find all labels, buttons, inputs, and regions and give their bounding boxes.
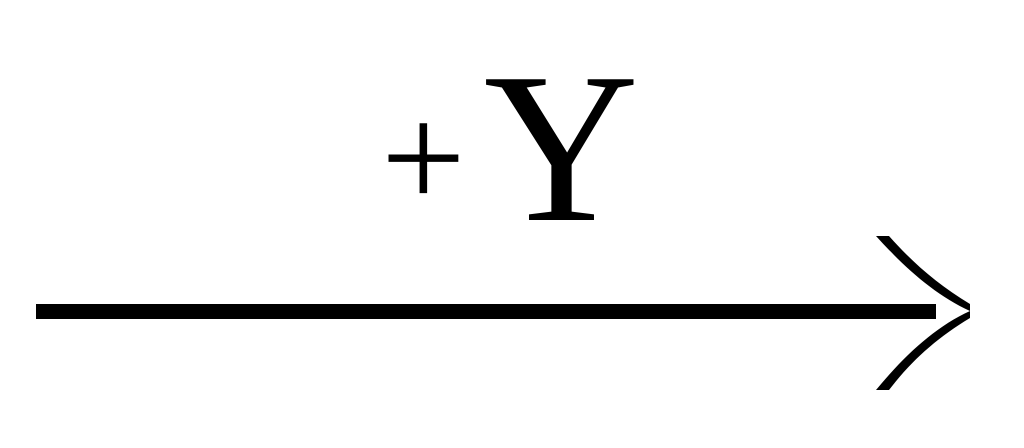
plus-sign: + (381, 75, 466, 241)
variable-y: Y (483, 28, 639, 267)
arrow-shaft (36, 304, 936, 319)
reagent-label: + Y (330, 40, 690, 255)
